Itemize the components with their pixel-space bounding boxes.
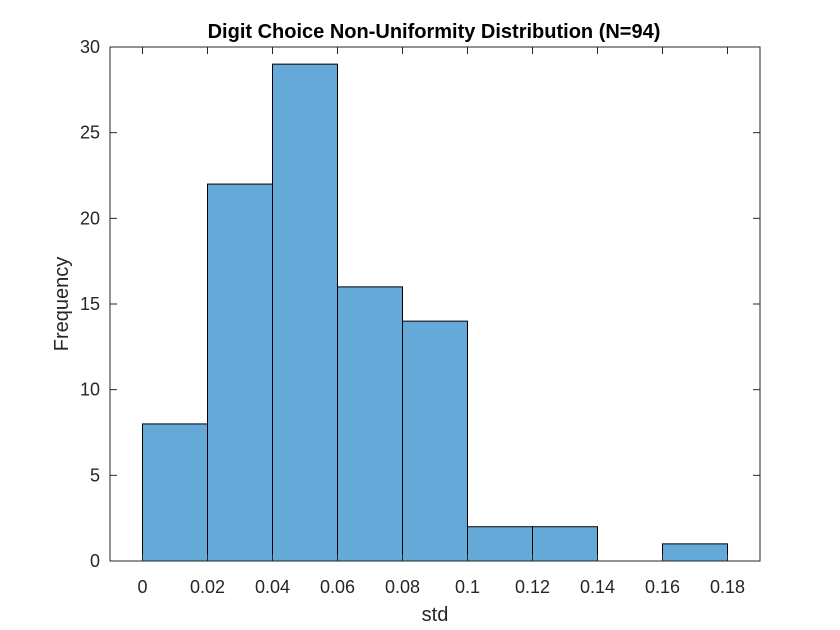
histogram-bar bbox=[207, 183, 273, 562]
histogram-bar bbox=[532, 526, 598, 562]
y-tick-label: 20 bbox=[80, 208, 100, 228]
x-tick-label: 0.18 bbox=[710, 577, 745, 597]
y-axis: 0 5 10 15 20 25 30 bbox=[80, 37, 760, 571]
x-tick-label: 0.04 bbox=[255, 577, 290, 597]
histogram-bar bbox=[467, 526, 533, 562]
chart-title: Digit Choice Non-Uniformity Distribution… bbox=[208, 21, 661, 43]
x-tick-label: 0.16 bbox=[645, 577, 680, 597]
x-tick-label: 0.06 bbox=[320, 577, 355, 597]
y-axis-label: Frequency bbox=[51, 257, 73, 352]
y-tick-label: 0 bbox=[90, 551, 100, 571]
y-tick-label: 25 bbox=[80, 123, 100, 143]
y-tick-label: 5 bbox=[90, 465, 100, 485]
histogram-bar bbox=[142, 423, 208, 562]
bars-group bbox=[142, 63, 728, 562]
histogram-bar bbox=[337, 286, 403, 562]
x-tick-label: 0.1 bbox=[455, 577, 480, 597]
x-axis-label: std bbox=[422, 604, 449, 626]
x-tick-label: 0.02 bbox=[190, 577, 225, 597]
y-tick-label: 30 bbox=[80, 37, 100, 57]
y-tick-label: 15 bbox=[80, 294, 100, 314]
y-tick-label: 10 bbox=[80, 380, 100, 400]
histogram-bar bbox=[402, 320, 468, 562]
histogram-bar bbox=[662, 543, 728, 562]
x-axis: 0 0.02 0.04 0.06 0.08 0.1 0.12 0.14 0.16 0.18 bbox=[137, 47, 745, 597]
x-tick-label: 0.08 bbox=[385, 577, 420, 597]
histogram-bar bbox=[272, 63, 338, 562]
x-tick-label: 0 bbox=[137, 577, 147, 597]
x-tick-label: 0.12 bbox=[515, 577, 550, 597]
x-tick-label: 0.14 bbox=[580, 577, 615, 597]
